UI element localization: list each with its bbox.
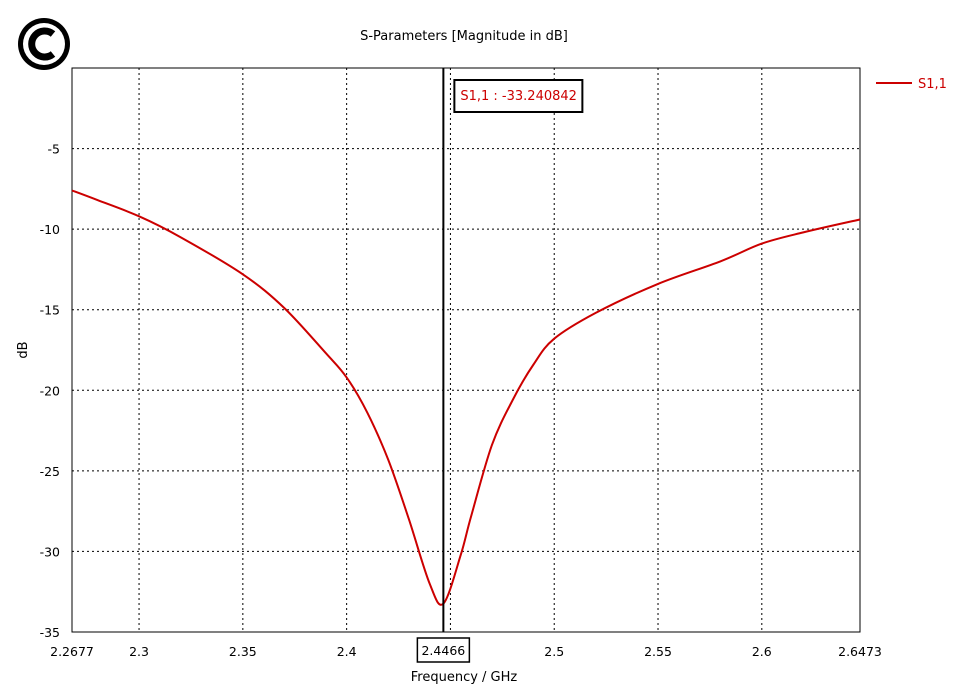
y-axis-label: dB: [16, 341, 31, 358]
series-line-s11: [71, 189, 861, 606]
x-axis-label: Frequency / GHz: [411, 670, 518, 685]
marker-layer[interactable]: S1,1 : -33.240842 2.4466: [416, 68, 584, 663]
y-tick-label: -15: [40, 303, 60, 318]
y-tick-label: -35: [40, 625, 60, 640]
chart-title: S-Parameters [Magnitude in dB]: [360, 29, 568, 44]
x-tick-label: 2.55: [644, 644, 672, 659]
grid: [72, 68, 860, 632]
marker-value-box: [453, 79, 584, 113]
x-tick-label: 2.4: [337, 644, 357, 659]
y-tick-label: -30: [40, 544, 60, 559]
y-tick-label: -10: [40, 222, 60, 237]
x-tick-label: 2.6: [752, 644, 772, 659]
x-tick-label: 2.6473: [838, 644, 882, 659]
x-tick-label: 2.3: [129, 644, 149, 659]
marker-value-label: S1,1 : -33.240842: [460, 89, 577, 104]
plot-area-border: [71, 67, 861, 633]
legend[interactable]: S1,1: [876, 77, 947, 92]
legend-label-s11: S1,1: [918, 77, 947, 92]
x-axis-ticks: 2.2677 2.3 2.35 2.4 2.5 2.55 2.6 2.6473: [50, 644, 882, 659]
y-axis-ticks: -35 -30 -25 -20 -15 -10 -5: [40, 142, 60, 640]
x-tick-label: 2.35: [229, 644, 257, 659]
y-tick-label: -20: [40, 383, 60, 398]
cst-logo: [18, 18, 70, 70]
y-tick-label: -5: [48, 142, 60, 157]
x-tick-label: 2.5: [544, 644, 564, 659]
marker-x-box: [416, 637, 471, 663]
series-layer: [71, 189, 861, 606]
x-tick-label: 2.2677: [50, 644, 94, 659]
y-tick-label: -25: [40, 464, 60, 479]
marker-x-label: 2.4466: [421, 643, 465, 658]
